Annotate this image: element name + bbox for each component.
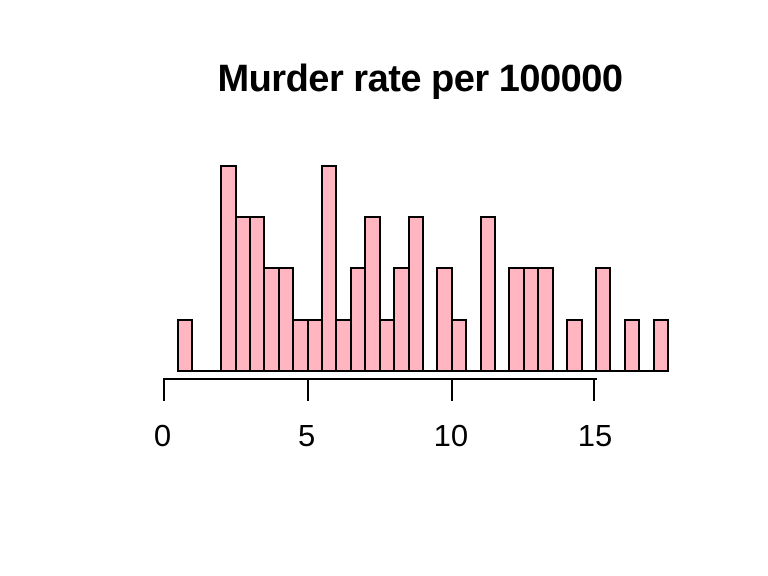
histogram-bar <box>566 318 583 372</box>
x-axis-tick <box>450 378 453 401</box>
histogram-bar <box>623 318 641 372</box>
histogram-bar <box>450 318 468 372</box>
x-axis-tick-label: 15 <box>577 418 613 453</box>
x-axis-line <box>162 378 597 380</box>
histogram-bar <box>652 318 670 372</box>
chart-title: Murder rate per 100000 <box>217 58 623 100</box>
histogram-bar <box>537 267 554 372</box>
x-axis-tick-label: 0 <box>153 418 172 453</box>
x-axis-tick <box>592 378 595 401</box>
histogram-bar <box>407 216 424 372</box>
x-axis-tick-label: 5 <box>298 418 316 453</box>
histogram-baseline <box>176 370 670 372</box>
histogram-bar <box>479 216 497 372</box>
histogram-bar <box>176 318 194 372</box>
x-axis-tick-label: 10 <box>433 418 469 453</box>
histogram-bar <box>594 267 612 372</box>
x-axis-tick <box>162 378 165 401</box>
x-axis-tick <box>306 378 309 401</box>
